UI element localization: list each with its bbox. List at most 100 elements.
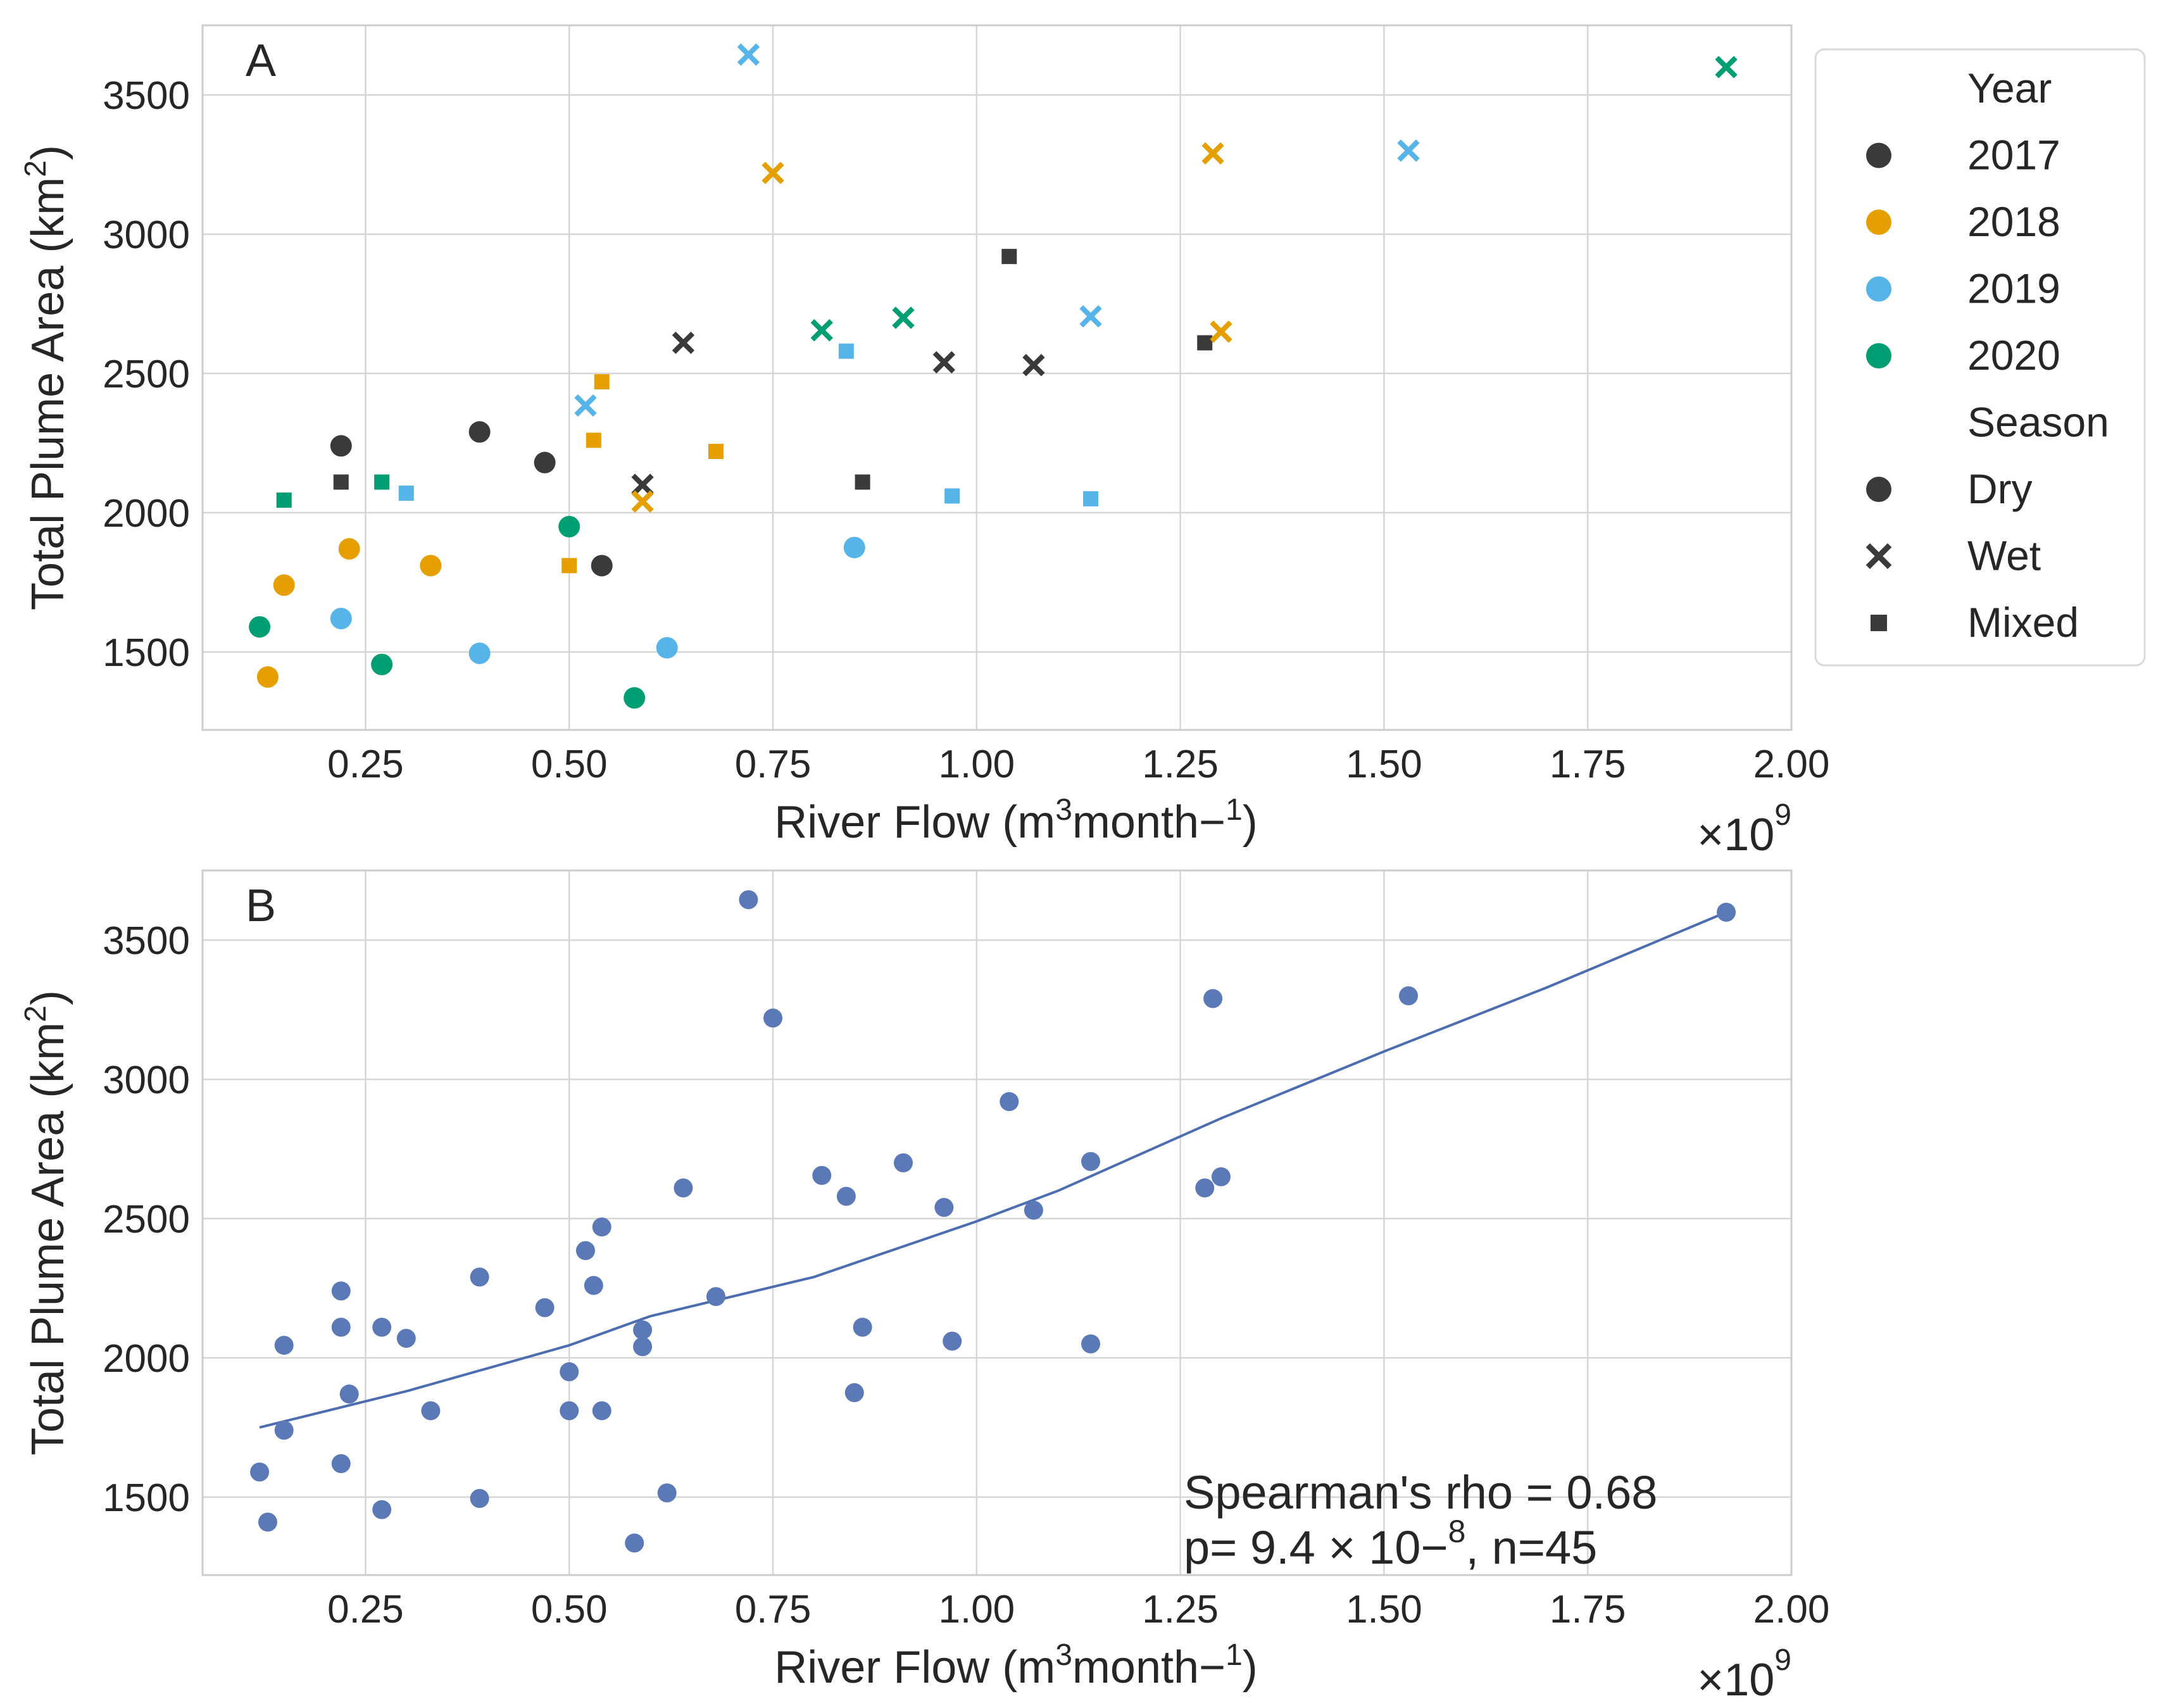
legend-label-2018: 2018 [1967,198,2060,245]
legend-marker-2019 [1866,276,1891,302]
data-point [470,1267,489,1287]
data-point-2018-dry [420,555,442,577]
data-point [1000,1092,1019,1112]
data-point-2020-dry [249,616,271,638]
data-point [372,1500,392,1519]
data-point [535,1298,555,1317]
panel-a-label: A [246,35,276,86]
x-tick-label: 0.25 [327,743,404,786]
data-point-2020-dry [624,687,646,709]
panel-a-y-ticks: 1500 2000 2500 3000 3500 [103,74,190,675]
data-point-2018-dry [338,538,360,560]
data-point [844,1383,864,1402]
panel-a-y-axis-label: Total Plume Area (km2) [19,145,73,610]
panel-a-x-scale-label: ×109 [1697,798,1791,860]
data-point-2018-mixed [594,374,610,390]
x-tick-label: 1.25 [1142,743,1219,786]
x-tick-label: 1.50 [1346,1588,1422,1631]
data-point-2017-dry [468,421,491,443]
data-point [274,1421,294,1440]
data-point-2019-mixed [838,343,854,359]
data-point [812,1165,832,1185]
y-tick-label: 3000 [103,1058,190,1102]
y-tick-label: 1500 [103,631,190,675]
data-point-2020-wet [1715,56,1738,78]
panel-a-frame [201,24,1793,731]
data-point-2018-mixed [586,432,601,448]
x-tick-label: 1.50 [1346,743,1422,786]
data-point-2018-wet [1210,320,1232,343]
y-tick-label: 2000 [103,492,190,536]
data-point [339,1385,359,1404]
data-point-2017-mixed [855,474,870,490]
legend-marker-wet [1865,543,1892,569]
data-point-2018-dry [273,574,295,596]
panel-b-grid [203,870,1793,1575]
data-point [592,1401,611,1421]
data-point [1081,1152,1101,1171]
x-tick-label: 1.25 [1142,1588,1219,1631]
data-point-2019-dry [843,536,865,558]
legend-label-dry: Dry [1967,465,2033,512]
x-tick-label: 1.00 [938,1588,1015,1631]
data-point [763,1008,783,1028]
data-point-2020-dry [558,515,580,537]
data-point [396,1329,416,1348]
data-point [836,1186,856,1206]
data-point [584,1276,603,1295]
panel-a-x-axis-label: River Flow (m3month−1) [774,793,1258,848]
data-point-2017-mixed [1197,335,1213,351]
panel-b-label: B [246,881,276,931]
data-point [1195,1178,1215,1198]
panel-b-x-scale-label: ×109 [1697,1643,1791,1705]
data-point-2017-dry [534,451,556,474]
data-point-2020-mixed [276,493,292,508]
data-point-2020-dry [371,653,393,675]
x-tick-label: 0.75 [735,743,812,786]
y-tick-label: 2000 [103,1337,190,1381]
y-tick-label: 3500 [103,919,190,963]
p-value-annotation: p= 9.4 × 10−8, n=45 [1184,1514,1597,1574]
data-point [372,1317,392,1337]
legend-marker-mixed [1871,615,1887,631]
data-point [943,1331,962,1351]
data-point-2018-mixed [708,444,724,460]
panel-b: 0.25 0.50 0.75 1.00 1.25 1.50 1.75 2.00 1500 200… [19,869,1829,1705]
panel-a: 0.25 0.50 0.75 1.00 1.25 1.50 1.75 2.00 1500 200… [19,24,1829,860]
data-point [470,1489,489,1509]
data-point-2017-dry [330,435,352,457]
legend-label-mixed: Mixed [1967,599,2079,646]
data-point-2017-wet [631,474,654,496]
x-tick-label: 1.75 [1550,1588,1626,1631]
legend-marker-2018 [1866,210,1891,235]
data-point-2017-wet [672,331,695,355]
data-point [1211,1167,1231,1186]
x-tick-label: 1.00 [938,743,1015,786]
data-point [575,1241,595,1260]
panel-b-y-ticks: 1500 2000 2500 3000 3500 [103,919,190,1520]
data-point [706,1287,725,1307]
data-point [258,1512,277,1532]
data-point-2018-dry [256,666,279,688]
data-point [739,890,758,910]
data-point [1717,902,1736,922]
legend-marker-2020 [1866,343,1891,368]
data-point [331,1454,351,1474]
data-point [1203,989,1223,1008]
data-point [560,1401,579,1421]
x-tick-label: 1.75 [1550,743,1626,786]
data-point [592,1217,611,1237]
data-point [1024,1200,1043,1220]
panel-b-y-axis-label: Total Plume Area (km2) [19,990,73,1455]
data-point-2019-wet [737,43,760,66]
x-tick-label: 0.25 [327,1588,404,1631]
data-point [274,1336,294,1355]
data-point [674,1178,693,1198]
data-point-2017-mixed [333,474,349,490]
data-point-2017-wet [932,351,955,374]
data-point-2020-mixed [374,474,390,490]
data-point-2017-wet [1022,354,1045,377]
data-point [657,1483,677,1503]
legend-title-year: Year [1967,65,2052,111]
